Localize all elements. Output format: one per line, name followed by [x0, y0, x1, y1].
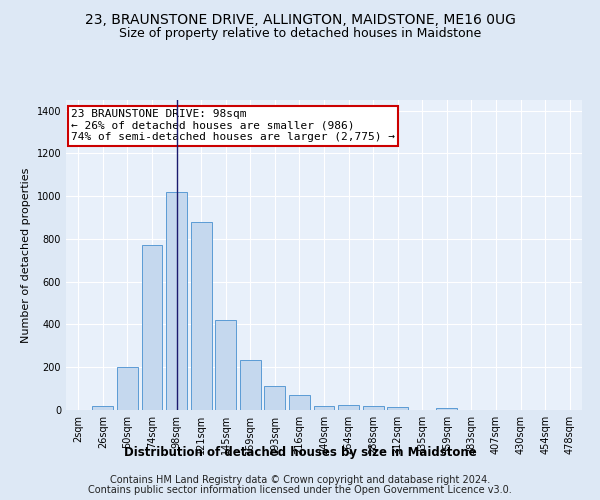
Bar — [362, 406, 383, 410]
Bar — [215, 320, 236, 410]
Text: Distribution of detached houses by size in Maidstone: Distribution of detached houses by size … — [124, 446, 476, 459]
Text: Size of property relative to detached houses in Maidstone: Size of property relative to detached ho… — [119, 28, 481, 40]
Bar — [240, 360, 261, 410]
Bar — [191, 222, 212, 410]
Y-axis label: Number of detached properties: Number of detached properties — [21, 168, 31, 342]
Bar — [142, 246, 163, 410]
Bar — [338, 404, 359, 410]
Bar — [265, 386, 286, 410]
Bar — [92, 406, 113, 410]
Text: Contains public sector information licensed under the Open Government Licence v3: Contains public sector information licen… — [88, 485, 512, 495]
Text: Contains HM Land Registry data © Crown copyright and database right 2024.: Contains HM Land Registry data © Crown c… — [110, 475, 490, 485]
Bar — [117, 367, 138, 410]
Bar — [387, 407, 408, 410]
Bar — [289, 395, 310, 410]
Bar — [166, 192, 187, 410]
Text: 23, BRAUNSTONE DRIVE, ALLINGTON, MAIDSTONE, ME16 0UG: 23, BRAUNSTONE DRIVE, ALLINGTON, MAIDSTO… — [85, 12, 515, 26]
Bar — [436, 408, 457, 410]
Bar — [314, 406, 334, 410]
Text: 23 BRAUNSTONE DRIVE: 98sqm
← 26% of detached houses are smaller (986)
74% of sem: 23 BRAUNSTONE DRIVE: 98sqm ← 26% of deta… — [71, 110, 395, 142]
